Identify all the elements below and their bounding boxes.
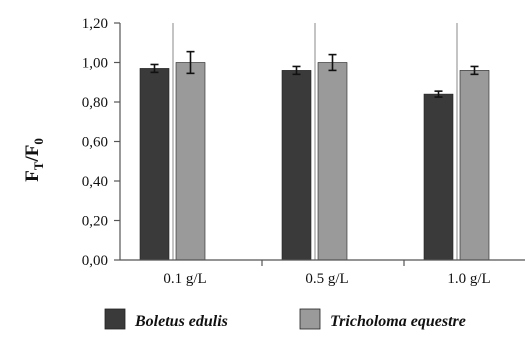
- y-tick-label: 0,80: [82, 95, 108, 111]
- legend-label: Boletus edulis: [134, 313, 228, 330]
- error-bars: [150, 50, 479, 98]
- legend: Boletus edulis Tricholoma equestre: [104, 308, 466, 330]
- category-separators: [172, 23, 458, 260]
- bar: [139, 68, 170, 261]
- bars: [139, 62, 490, 261]
- y-axis-label: FT/F0: [22, 138, 46, 182]
- legend-swatch: [104, 308, 126, 330]
- y-tick-labels: 0,00 0,20 0,40 0,60 0,80 1,00 1,20: [82, 16, 120, 269]
- bar: [317, 62, 348, 261]
- x-category-label: 1.0 g/L: [447, 271, 490, 287]
- bar: [281, 70, 312, 261]
- y-tick-label: 0,40: [82, 174, 108, 190]
- y-tick-label: 1,00: [82, 56, 108, 72]
- y-tick-label: 0,60: [82, 135, 108, 151]
- bar: [175, 62, 206, 261]
- y-tick-label: 1,20: [82, 16, 108, 32]
- x-category-label: 0.5 g/L: [305, 271, 348, 287]
- bar: [423, 93, 454, 261]
- x-category-label: 0.1 g/L: [163, 271, 206, 287]
- legend-swatch: [299, 308, 321, 330]
- legend-label: Tricholoma equestre: [330, 313, 466, 330]
- y-tick-label: 0,20: [82, 214, 108, 230]
- y-tick-label: 0,00: [82, 253, 108, 269]
- x-category-labels: 0.1 g/L 0.5 g/L 1.0 g/L: [163, 271, 490, 287]
- bar: [459, 70, 490, 261]
